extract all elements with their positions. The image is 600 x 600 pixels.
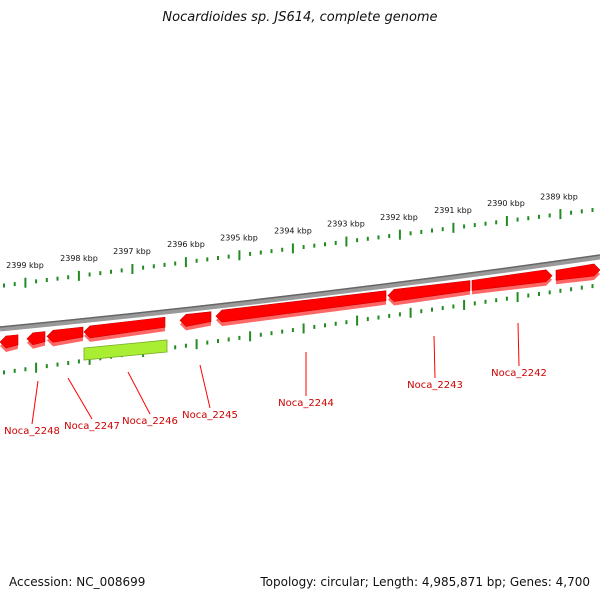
gene-label: Noca_2248 <box>4 426 60 437</box>
gene-pointer <box>517 322 520 367</box>
gene-unlabeled <box>387 280 471 302</box>
scale-label: 2396 kbp <box>167 240 205 249</box>
scale-label: 2394 kbp <box>274 226 312 235</box>
gene-pointer <box>67 377 93 420</box>
noncoding-feature <box>83 339 168 361</box>
scale-label: 2398 kbp <box>60 254 98 263</box>
backbone-ring-edge <box>0 254 600 328</box>
scale-label: 2397 kbp <box>113 247 151 256</box>
gene-Noca_2246 <box>83 316 166 339</box>
map-title: Nocardioides sp. JS614, complete genome <box>162 10 438 25</box>
accession-label: Accession: NC_008699 <box>9 575 146 589</box>
scale-label: 2399 kbp <box>6 261 44 270</box>
gene-Noca_2245 <box>179 311 212 327</box>
gene-Noca_2248 <box>26 331 46 346</box>
gene-label: Noca_2244 <box>278 398 334 409</box>
gene-pointer <box>31 380 39 425</box>
gene-Noca_2244 <box>215 290 387 323</box>
gene-label: Noca_2247 <box>64 421 120 432</box>
gene-pointer <box>433 335 436 379</box>
gene-label: Noca_2242 <box>491 368 547 379</box>
topology-label: Topology: circular; Length: 4,985,871 bp… <box>260 575 590 589</box>
gene-label: Noca_2245 <box>182 410 238 421</box>
scale-label: 2392 kbp <box>380 213 418 222</box>
gene-Noca_2247 <box>46 326 84 343</box>
scale-label: 2395 kbp <box>220 233 258 242</box>
backbone-ring <box>0 254 600 332</box>
gene-pointer <box>127 371 151 415</box>
gene-unlabeled <box>0 334 19 349</box>
gene-Noca_2243 <box>471 269 553 291</box>
scale-label: 2391 kbp <box>434 206 472 215</box>
gene-label: Noca_2243 <box>407 380 463 391</box>
scale-label: 2390 kbp <box>487 199 525 208</box>
gene-pointer <box>199 364 211 409</box>
scale-label: 2393 kbp <box>327 220 365 229</box>
gene-label: Noca_2246 <box>122 416 178 427</box>
scale-label: 2389 kbp <box>540 192 578 201</box>
gene-Noca_2242 <box>555 263 600 281</box>
